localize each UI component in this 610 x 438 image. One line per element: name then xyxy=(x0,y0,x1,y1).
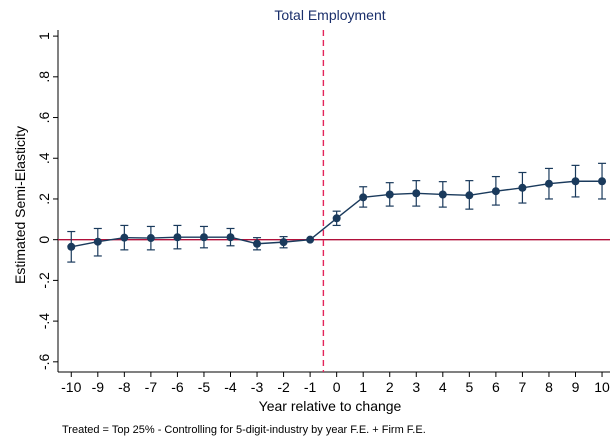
x-tick-label: 9 xyxy=(572,379,580,395)
y-tick-label: -.6 xyxy=(36,353,52,370)
x-tick-label: 1 xyxy=(359,379,367,395)
y-tick-label: -.4 xyxy=(36,313,52,330)
data-point xyxy=(226,233,235,242)
data-point xyxy=(253,239,262,248)
x-tick-label: -8 xyxy=(118,379,131,395)
data-point xyxy=(438,190,447,199)
y-tick-label: .8 xyxy=(36,71,52,83)
x-axis-label: Year relative to change xyxy=(259,398,402,414)
y-tick-label: 1 xyxy=(36,32,52,40)
data-point xyxy=(306,235,315,244)
x-tick-label: -3 xyxy=(251,379,264,395)
data-point xyxy=(571,177,580,186)
x-tick-label: -10 xyxy=(61,379,81,395)
data-point xyxy=(173,233,182,242)
data-point xyxy=(199,233,208,242)
data-point xyxy=(279,238,288,247)
axes: -.6-.4-.20.2.4.6.81-10 -9 -8 -7 -6 -5 -4 -3 -2 -1… xyxy=(36,30,610,395)
x-tick-label: 8 xyxy=(545,379,553,395)
chart-note: Treated = Top 25% - Controlling for 5-di… xyxy=(62,424,426,436)
x-tick-label: -4 xyxy=(224,379,237,395)
series-layer xyxy=(67,162,607,263)
data-point xyxy=(518,183,527,192)
data-point xyxy=(93,237,102,246)
x-tick-label: 4 xyxy=(439,379,447,395)
x-tick-label: -1 xyxy=(304,379,317,395)
x-tick-label: 3 xyxy=(412,379,420,395)
x-tick-label: 0 xyxy=(333,379,341,395)
x-tick-label: 2 xyxy=(386,379,394,395)
data-point xyxy=(359,193,368,202)
x-tick-label: -5 xyxy=(198,379,211,395)
data-point xyxy=(120,233,129,242)
data-point xyxy=(598,177,607,186)
data-point xyxy=(67,242,76,251)
y-tick-label: .4 xyxy=(36,152,52,164)
x-tick-label: -7 xyxy=(145,379,158,395)
y-tick-label: -.2 xyxy=(36,272,52,289)
x-tick-label: -9 xyxy=(92,379,105,395)
data-point xyxy=(412,189,421,198)
x-tick-label: -2 xyxy=(277,379,290,395)
data-point xyxy=(491,187,500,196)
data-point xyxy=(332,214,341,223)
x-tick-label: 10 xyxy=(594,379,610,395)
x-tick-label: 7 xyxy=(519,379,527,395)
y-axis-label: Estimated Semi-Elasticity xyxy=(12,126,28,284)
y-tick-label: .6 xyxy=(36,111,52,123)
x-tick-label: -6 xyxy=(171,379,184,395)
x-tick-label: 6 xyxy=(492,379,500,395)
chart-title: Total Employment xyxy=(274,7,385,23)
y-tick-label: 0 xyxy=(36,236,52,244)
y-tick-label: .2 xyxy=(36,193,52,205)
reference-lines xyxy=(58,30,610,372)
data-point xyxy=(544,179,553,188)
data-point xyxy=(465,191,474,200)
x-tick-label: 5 xyxy=(465,379,473,395)
data-point xyxy=(385,190,394,199)
data-point xyxy=(146,234,155,243)
